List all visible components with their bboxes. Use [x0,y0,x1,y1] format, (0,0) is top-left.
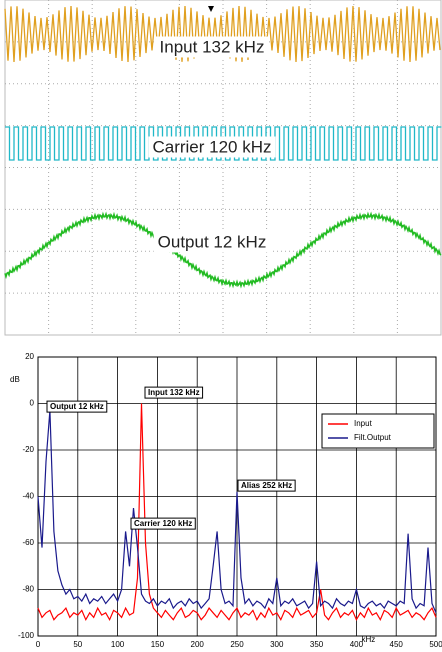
annotation: Carrier 120 kHz [134,519,192,528]
x-tick-label: 150 [151,640,165,649]
annotation: Input 132 kHz [148,388,200,397]
oscilloscope: Input 132 kHz Carrier 120 kHz Output 12 kH… [5,0,442,335]
y-tick-label: -80 [22,585,34,594]
y-axis-label: dB [10,375,20,384]
x-tick-label: 250 [230,640,244,649]
y-tick-label: -60 [22,538,34,547]
legend-label: Input [354,419,373,428]
y-tick-label: -40 [22,492,34,501]
x-tick-label: 50 [73,640,82,649]
scope-label: Input 132 kHz [160,37,265,56]
y-tick-label: 0 [30,399,35,408]
page: Input 132 kHz Carrier 120 kHz Output 12 kH… [0,0,442,652]
y-tick-label: -100 [18,631,35,640]
x-tick-label: 100 [111,640,125,649]
x-tick-label: 500 [429,640,442,649]
x-tick-label: 0 [36,640,41,649]
legend-label: Filt.Output [354,433,392,442]
annotation: Output 12 kHz [50,402,104,411]
annotation: Alias 252 kHz [241,481,292,490]
x-tick-label: 450 [390,640,404,649]
y-tick-label: 20 [25,352,34,361]
x-axis-label: kHz [361,635,375,644]
x-tick-label: 200 [191,640,205,649]
x-tick-label: 300 [270,640,284,649]
legend-box [322,414,434,448]
scope-label: Carrier 120 kHz [152,137,271,156]
scope-label: Output 12 kHz [158,232,267,251]
y-tick-label: -20 [22,445,34,454]
x-tick-label: 350 [310,640,324,649]
